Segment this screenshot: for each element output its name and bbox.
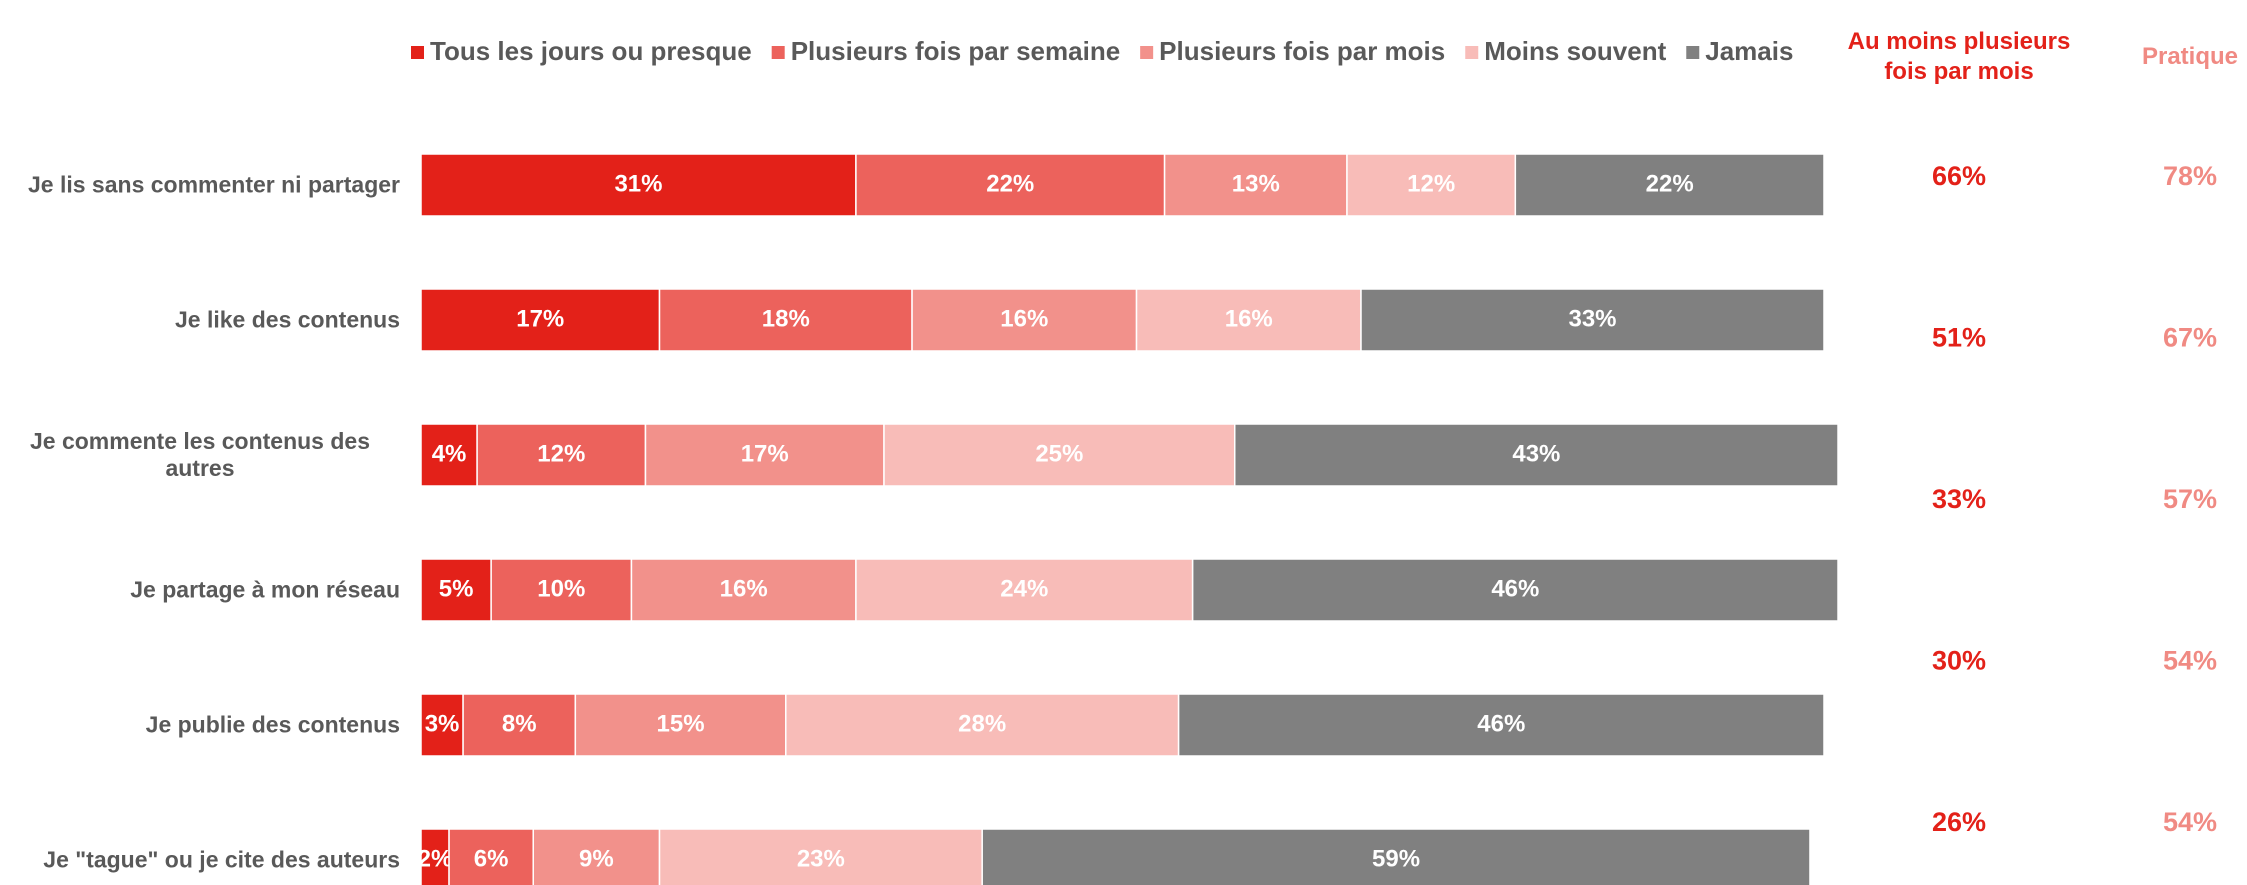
data-label: 25% [1035,440,1083,467]
bar-segment [644,423,885,487]
bar-segment [420,423,478,487]
data-label: 16% [1225,305,1273,332]
data-label: 22% [1646,170,1694,197]
summary-value: 67% [2163,323,2217,353]
bar-segment [883,423,1236,487]
summary-value: 57% [2163,484,2217,514]
bar-segment [476,423,647,487]
data-label: 46% [1491,575,1539,602]
data-label: 59% [1372,845,1420,872]
data-label: 28% [958,710,1006,737]
bar-segment [1135,288,1362,352]
bar-segment [448,828,534,885]
bar-segment [490,558,633,622]
category-text: Je like des contenus [175,306,400,333]
bar-segment [855,558,1194,622]
category-text: Je publie des contenus [145,711,400,738]
bar-segment [420,693,464,757]
legend-swatch [1686,46,1700,59]
data-label: 23% [797,845,845,872]
data-label: 10% [537,575,585,602]
category-label: Je "tague" ou je cite des auteurs [0,847,400,874]
category-label: Je publie des contenus [0,712,400,739]
bar-segment [462,693,577,757]
data-label: 15% [657,710,705,737]
data-label: 9% [579,845,614,872]
legend-swatch [411,46,424,59]
data-label: 33% [1568,305,1616,332]
bar-segment [658,288,913,352]
summary-value: 78% [2163,161,2217,191]
column-title: Pratique [2141,43,2239,70]
legend-swatch [1140,46,1154,59]
data-label: 5% [439,575,474,602]
category-text: Je partage à mon réseau [130,576,400,603]
bar-segment [420,828,450,885]
column-title: Au moins plusieurs fois par mois [1847,28,2071,85]
data-label: 16% [720,575,768,602]
data-label: 4% [432,440,467,467]
bar-segment [785,693,1180,757]
category-text: Je "tague" ou je cite des auteurs [43,846,400,873]
bar-segment [420,288,661,352]
summary-value: 30% [1932,646,1986,676]
legend-label: Jamais [1705,36,1793,66]
data-label: 22% [986,170,1034,197]
data-label: 8% [502,710,537,737]
summary-value: 51% [1932,323,1986,353]
data-label: 13% [1232,170,1280,197]
legend-label: Moins souvent [1484,36,1666,66]
bar-segment [1514,153,1825,217]
bar-segment [532,828,661,885]
legend-swatch [1465,46,1479,59]
category-text: Je commente les contenus des autres [29,428,370,481]
bar-segment [658,828,983,885]
summary-value: 66% [1932,161,1986,191]
bar-segment [420,153,857,217]
bar-segment [1191,558,1839,622]
summary-value: 54% [2163,646,2217,676]
bar-segment [981,828,1811,885]
bar-segment [574,693,787,757]
data-label: 31% [614,170,662,197]
summary-value: 54% [2163,807,2217,837]
category-label: Je like des contenus [0,307,400,334]
category-label: Je commente les contenus des autres [0,428,400,482]
data-label: 3% [425,710,460,737]
bar-segment [1360,288,1825,352]
legend-label: Tous les jours ou presque [430,36,752,66]
data-label: 17% [741,440,789,467]
data-label: 17% [516,305,564,332]
data-label: 18% [762,305,810,332]
data-label: 24% [1000,575,1048,602]
summary-value: 33% [1932,484,1986,514]
category-label: Je partage à mon réseau [0,577,400,604]
data-label: 2% [418,845,453,872]
bar-segment [1233,423,1839,487]
bar-segment [630,558,857,622]
bar-segment [420,558,492,622]
category-label: Je lis sans commenter ni partager [0,172,400,199]
data-label: 43% [1512,440,1560,467]
category-text: Je lis sans commenter ni partager [28,171,400,198]
data-label: 6% [474,845,509,872]
summary-value: 26% [1932,807,1986,837]
bar-segment [855,153,1166,217]
bar-segment [1177,693,1825,757]
data-label: 12% [1407,170,1455,197]
data-label: 16% [1000,305,1048,332]
bar-segment [911,288,1138,352]
legend-label: Plusieurs fois par semaine [791,36,1120,66]
data-label: 12% [537,440,585,467]
legend-label: Plusieurs fois par mois [1159,36,1445,66]
bar-segment [1346,153,1517,217]
data-label: 46% [1477,710,1525,737]
legend-swatch [771,46,785,59]
bar-segment [1163,153,1348,217]
